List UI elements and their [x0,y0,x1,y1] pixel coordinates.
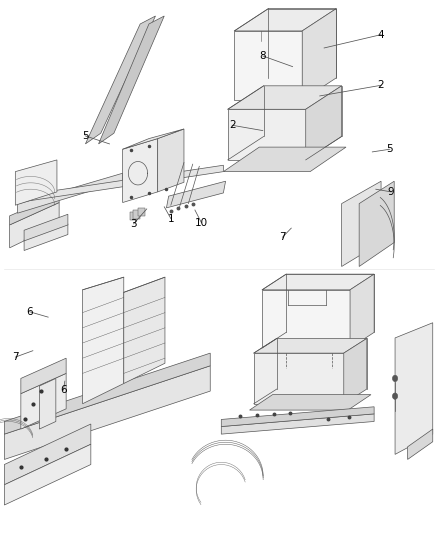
Polygon shape [254,338,367,353]
Polygon shape [133,210,140,219]
Polygon shape [83,277,124,404]
Circle shape [392,375,398,382]
Polygon shape [344,338,367,404]
Polygon shape [39,378,56,429]
Polygon shape [15,160,57,205]
Polygon shape [130,212,137,220]
Polygon shape [342,181,381,266]
Text: 8: 8 [259,51,266,61]
Polygon shape [302,9,336,100]
Polygon shape [158,129,184,192]
Polygon shape [4,445,91,505]
Polygon shape [138,208,145,216]
Polygon shape [254,353,344,404]
Text: 5: 5 [386,144,393,154]
Text: 4: 4 [378,30,385,39]
Polygon shape [234,31,302,100]
Polygon shape [166,181,226,208]
Polygon shape [21,373,66,429]
Text: 6: 6 [60,385,67,395]
Polygon shape [221,407,374,426]
Polygon shape [228,109,306,160]
Text: 3: 3 [130,219,137,229]
Polygon shape [18,173,123,213]
Polygon shape [24,224,68,251]
Polygon shape [4,353,210,434]
Polygon shape [262,274,374,290]
Polygon shape [408,429,433,459]
Text: 2: 2 [378,80,385,90]
Polygon shape [262,290,350,348]
Polygon shape [395,323,433,454]
Text: 1: 1 [167,214,174,223]
Polygon shape [124,277,165,384]
Polygon shape [350,274,374,348]
Polygon shape [359,181,394,266]
Polygon shape [306,86,342,160]
Polygon shape [234,9,336,31]
Text: 2: 2 [229,120,236,130]
Polygon shape [250,394,371,410]
Polygon shape [10,195,59,225]
Text: 6: 6 [26,307,33,317]
Circle shape [392,393,398,399]
Text: 5: 5 [82,131,89,141]
Polygon shape [228,86,342,109]
Polygon shape [24,214,68,241]
Polygon shape [123,139,158,203]
Text: 10: 10 [195,218,208,228]
Polygon shape [4,366,210,459]
Polygon shape [85,16,155,144]
Polygon shape [10,203,59,248]
Polygon shape [221,414,374,434]
Polygon shape [99,16,164,144]
Polygon shape [18,165,223,203]
Text: 7: 7 [12,352,19,362]
Text: 7: 7 [279,232,286,242]
Polygon shape [4,424,91,485]
Polygon shape [21,358,66,393]
Polygon shape [223,147,346,172]
Text: 9: 9 [388,187,395,197]
Polygon shape [123,129,184,149]
